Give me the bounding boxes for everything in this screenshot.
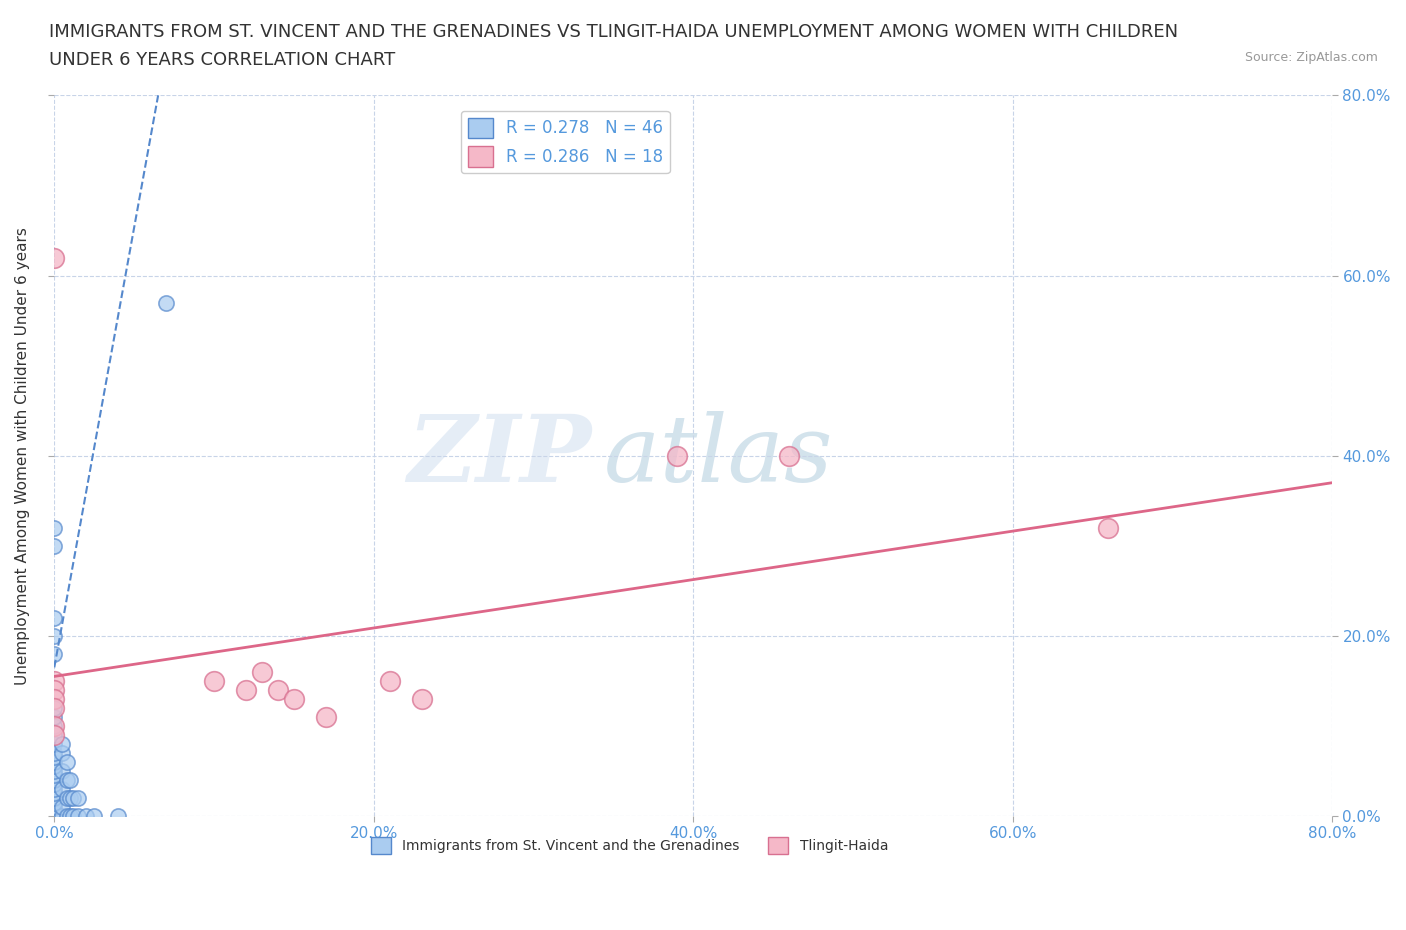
Point bbox=[44, 750, 66, 764]
Point bbox=[67, 808, 90, 823]
Point bbox=[107, 808, 129, 823]
Point bbox=[75, 808, 97, 823]
Y-axis label: Unemployment Among Women with Children Under 6 years: Unemployment Among Women with Children U… bbox=[15, 227, 30, 684]
Point bbox=[666, 448, 689, 463]
Point bbox=[62, 808, 84, 823]
Point bbox=[44, 777, 66, 792]
Point bbox=[44, 800, 66, 815]
Point bbox=[44, 692, 66, 707]
Point bbox=[56, 773, 79, 788]
Point bbox=[44, 773, 66, 788]
Point bbox=[155, 295, 177, 310]
Point bbox=[267, 683, 290, 698]
Point bbox=[44, 768, 66, 783]
Point bbox=[44, 746, 66, 761]
Legend: Immigrants from St. Vincent and the Grenadines, Tlingit-Haida: Immigrants from St. Vincent and the Gren… bbox=[366, 831, 894, 859]
Point bbox=[44, 727, 66, 742]
Point bbox=[315, 710, 337, 724]
Point bbox=[51, 808, 73, 823]
Point bbox=[44, 786, 66, 801]
Point bbox=[44, 737, 66, 751]
Point bbox=[44, 610, 66, 625]
Point bbox=[67, 790, 90, 805]
Point bbox=[62, 790, 84, 805]
Point bbox=[778, 448, 800, 463]
Point bbox=[44, 520, 66, 535]
Point bbox=[44, 808, 66, 823]
Point bbox=[411, 692, 433, 707]
Point bbox=[44, 250, 66, 265]
Point bbox=[44, 804, 66, 819]
Point bbox=[44, 754, 66, 769]
Point bbox=[202, 673, 225, 688]
Point bbox=[44, 719, 66, 734]
Point bbox=[83, 808, 105, 823]
Point bbox=[44, 795, 66, 810]
Point bbox=[51, 764, 73, 778]
Point bbox=[44, 673, 66, 688]
Text: IMMIGRANTS FROM ST. VINCENT AND THE GRENADINES VS TLINGIT-HAIDA UNEMPLOYMENT AMO: IMMIGRANTS FROM ST. VINCENT AND THE GREN… bbox=[49, 23, 1178, 41]
Point bbox=[1097, 520, 1119, 535]
Point bbox=[56, 754, 79, 769]
Point bbox=[44, 700, 66, 715]
Point bbox=[283, 692, 305, 707]
Point bbox=[51, 800, 73, 815]
Point bbox=[235, 683, 257, 698]
Point bbox=[44, 700, 66, 715]
Point bbox=[250, 664, 273, 679]
Point bbox=[378, 673, 401, 688]
Point bbox=[51, 781, 73, 796]
Point bbox=[56, 808, 79, 823]
Text: Source: ZipAtlas.com: Source: ZipAtlas.com bbox=[1244, 51, 1378, 64]
Point bbox=[59, 808, 82, 823]
Point bbox=[51, 746, 73, 761]
Text: UNDER 6 YEARS CORRELATION CHART: UNDER 6 YEARS CORRELATION CHART bbox=[49, 51, 395, 69]
Point bbox=[44, 719, 66, 734]
Point bbox=[44, 764, 66, 778]
Point bbox=[44, 790, 66, 805]
Point bbox=[59, 790, 82, 805]
Point bbox=[44, 727, 66, 742]
Point bbox=[44, 710, 66, 724]
Text: atlas: atlas bbox=[603, 411, 834, 500]
Point bbox=[44, 646, 66, 661]
Point bbox=[44, 629, 66, 644]
Point bbox=[44, 781, 66, 796]
Point bbox=[59, 773, 82, 788]
Point bbox=[44, 683, 66, 698]
Text: ZIP: ZIP bbox=[406, 411, 591, 500]
Point bbox=[44, 538, 66, 553]
Point bbox=[44, 759, 66, 774]
Point bbox=[56, 790, 79, 805]
Point bbox=[51, 737, 73, 751]
